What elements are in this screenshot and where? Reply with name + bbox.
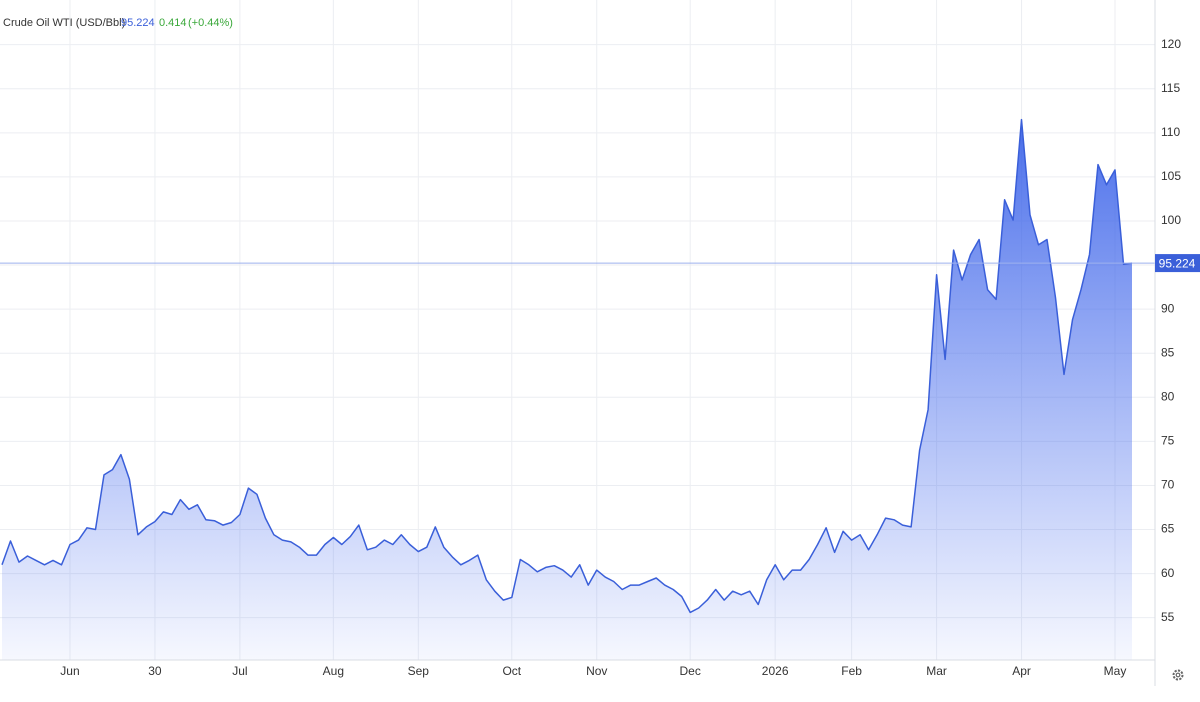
y-tick-label: 120 <box>1161 37 1181 51</box>
y-tick-label: 90 <box>1161 301 1175 315</box>
x-tick-label: 2026 <box>762 664 789 678</box>
x-tick-label: Mar <box>926 664 947 678</box>
x-tick-label: Feb <box>841 664 862 678</box>
price-tag-label: 95.224 <box>1159 256 1196 270</box>
x-tick-label: Jun <box>60 664 79 678</box>
price-tag <box>1155 254 1200 273</box>
y-tick-label: 70 <box>1161 478 1175 492</box>
y-tick-label: 105 <box>1161 169 1181 183</box>
y-tick-label: 60 <box>1161 566 1175 580</box>
x-tick-label: Oct <box>502 664 521 678</box>
area <box>2 119 1132 661</box>
y-tick-label: 115 <box>1161 81 1180 95</box>
x-tick-label: 30 <box>148 664 162 678</box>
y-tick-label: 75 <box>1161 434 1175 448</box>
x-tick-label: Apr <box>1012 664 1031 678</box>
x-tick-label: Aug <box>323 664 344 678</box>
header-change-pct: (+0.44%) <box>188 17 233 29</box>
settings-icon[interactable] <box>1172 669 1184 681</box>
plot <box>0 118 1155 661</box>
x-tick-label: Sep <box>408 664 430 678</box>
chart-title: Crude Oil WTI (USD/Bbl) <box>3 17 125 29</box>
header-change: 0.414 <box>159 17 187 29</box>
x-tick-label: Nov <box>586 664 607 678</box>
y-tick-label: 65 <box>1161 522 1175 536</box>
y-tick-label: 100 <box>1161 213 1181 227</box>
y-tick-label: 110 <box>1161 125 1180 139</box>
x-tick-label: Jul <box>232 664 247 678</box>
y-tick-label: 80 <box>1161 389 1175 403</box>
x-tick-label: Dec <box>680 664 701 678</box>
header-price: 95.224 <box>121 17 155 29</box>
line <box>1 118 1133 614</box>
x-tick-label: May <box>1104 664 1127 678</box>
y-tick-label: 55 <box>1161 610 1175 624</box>
y-tick-label: 85 <box>1161 345 1175 359</box>
